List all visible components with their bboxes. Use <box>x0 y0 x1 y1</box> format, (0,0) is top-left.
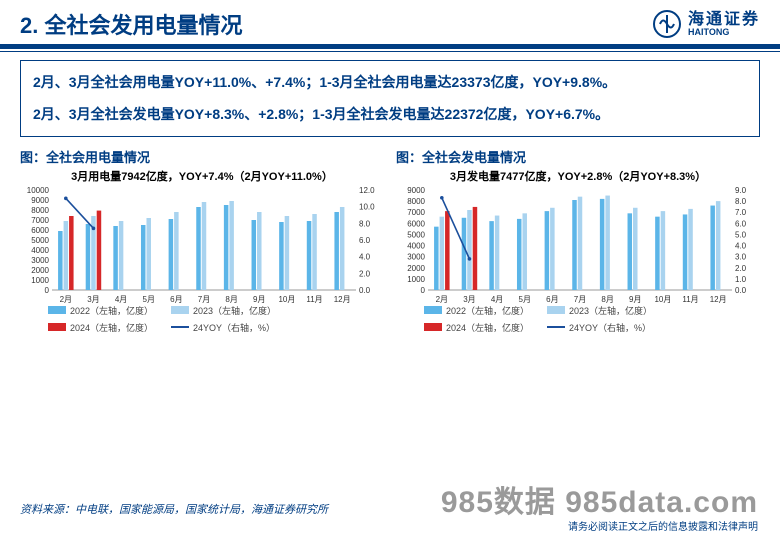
svg-text:7月: 7月 <box>574 295 586 304</box>
summary-box: 2月、3月全社会用电量YOY+11.0%、+7.4%；1-3月全社会用电量达23… <box>20 60 760 137</box>
svg-text:6000: 6000 <box>31 226 49 235</box>
svg-text:10月: 10月 <box>278 295 295 304</box>
svg-text:5月: 5月 <box>519 295 531 304</box>
svg-text:2000: 2000 <box>407 264 425 273</box>
svg-text:8.0: 8.0 <box>735 197 747 206</box>
svg-text:4月: 4月 <box>115 295 127 304</box>
haitong-icon <box>652 9 682 39</box>
svg-text:0: 0 <box>421 286 426 295</box>
svg-text:6月: 6月 <box>170 295 182 304</box>
svg-text:4月: 4月 <box>491 295 503 304</box>
legend-swatch-2024 <box>48 323 66 331</box>
right-chart-svg: 0 1000 2000 3000 4000 5000 6000 7000 8000 9000 0.0… <box>396 186 760 304</box>
svg-text:9.0: 9.0 <box>735 186 747 195</box>
svg-text:7月: 7月 <box>198 295 210 304</box>
disclaimer: 请务必阅读正文之后的信息披露和法律声明 <box>568 518 758 533</box>
brand-cn: 海通证券 <box>688 12 760 28</box>
watermark: 985数据 985data.com <box>441 477 758 521</box>
legend-label-2023-r: 2023（左轴，亿度） <box>569 304 652 317</box>
legend-swatch-2023 <box>171 306 189 314</box>
svg-text:4000: 4000 <box>31 246 49 255</box>
left-chart-subtitle: 3月用电量7942亿度，YOY+7.4%（2月YOY+11.0%） <box>20 168 384 184</box>
svg-text:12月: 12月 <box>710 295 727 304</box>
summary-line-1: 2月、3月全社会用电量YOY+11.0%、+7.4%；1-3月全社会用电量达23… <box>33 71 747 93</box>
svg-text:5000: 5000 <box>407 230 425 239</box>
svg-text:10月: 10月 <box>654 295 671 304</box>
svg-text:4000: 4000 <box>407 241 425 250</box>
svg-text:0: 0 <box>45 286 50 295</box>
right-chart-legend: 2022（左轴，亿度） 2023（左轴，亿度） 2024（左轴，亿度） 24YO… <box>396 304 760 334</box>
svg-text:5月: 5月 <box>143 295 155 304</box>
svg-text:6月: 6月 <box>546 295 558 304</box>
legend-label-2023: 2023（左轴，亿度） <box>193 304 276 317</box>
svg-text:3000: 3000 <box>31 256 49 265</box>
svg-text:3000: 3000 <box>407 252 425 261</box>
svg-text:2000: 2000 <box>31 266 49 275</box>
legend-label-2022-r: 2022（左轴，亿度） <box>446 304 529 317</box>
svg-text:8000: 8000 <box>407 197 425 206</box>
svg-text:9000: 9000 <box>407 186 425 195</box>
svg-text:2.0: 2.0 <box>359 269 371 278</box>
svg-text:4.0: 4.0 <box>359 252 371 261</box>
svg-text:3月: 3月 <box>463 295 475 304</box>
left-chart-svg: 0100020003000400050006000700080009000100… <box>20 186 384 304</box>
svg-text:6.0: 6.0 <box>359 236 371 245</box>
brand-sub: HAITONG <box>688 28 760 37</box>
legend-line-yoy-r <box>547 326 565 328</box>
legend-swatch-2024-r <box>424 323 442 331</box>
svg-text:1.0: 1.0 <box>735 275 747 284</box>
svg-text:0.0: 0.0 <box>735 286 747 295</box>
svg-text:10.0: 10.0 <box>359 202 375 211</box>
legend-swatch-2022-r <box>424 306 442 314</box>
svg-text:5000: 5000 <box>31 236 49 245</box>
svg-text:2月: 2月 <box>436 295 448 304</box>
rule-thick <box>0 44 780 49</box>
svg-text:9000: 9000 <box>31 196 49 205</box>
svg-text:6000: 6000 <box>407 219 425 228</box>
svg-text:5.0: 5.0 <box>735 230 747 239</box>
right-chart-col: 图：全社会发电量情况 3月发电量7477亿度，YOY+2.8%（2月YOY+8.… <box>396 143 760 331</box>
svg-text:2月: 2月 <box>60 295 72 304</box>
page-title: 2. 全社会发用电量情况 <box>20 8 652 40</box>
source-text: 资料来源：中电联，国家能源局，国家统计局，海通证券研究所 <box>20 501 328 517</box>
svg-text:12月: 12月 <box>334 295 351 304</box>
left-chart-legend: 2022（左轴，亿度） 2023（左轴，亿度） 2024（左轴，亿度） 24YO… <box>20 304 384 334</box>
svg-text:8月: 8月 <box>225 295 237 304</box>
svg-text:11月: 11月 <box>306 295 322 304</box>
svg-text:12.0: 12.0 <box>359 186 375 195</box>
legend-label-yoy-r: 24YOY（右轴，%） <box>569 321 651 334</box>
legend-swatch-2022 <box>48 306 66 314</box>
svg-text:3月: 3月 <box>87 295 99 304</box>
brand-logo: 海通证券 HAITONG <box>652 9 760 39</box>
svg-text:11月: 11月 <box>682 295 698 304</box>
rule-thin <box>0 51 780 52</box>
legend-line-yoy <box>171 326 189 328</box>
svg-text:1000: 1000 <box>407 275 425 284</box>
svg-text:8.0: 8.0 <box>359 219 371 228</box>
svg-text:7000: 7000 <box>407 208 425 217</box>
svg-text:10000: 10000 <box>27 186 50 195</box>
svg-text:9月: 9月 <box>629 295 641 304</box>
svg-text:7000: 7000 <box>31 216 49 225</box>
legend-label-yoy: 24YOY（右轴，%） <box>193 321 275 334</box>
left-chart-title: 图：全社会用电量情况 <box>20 147 384 166</box>
svg-text:2.0: 2.0 <box>735 264 747 273</box>
svg-text:9月: 9月 <box>253 295 265 304</box>
svg-text:6.0: 6.0 <box>735 219 747 228</box>
svg-text:8月: 8月 <box>601 295 613 304</box>
legend-label-2024: 2024（左轴，亿度） <box>70 321 153 334</box>
legend-label-2022: 2022（左轴，亿度） <box>70 304 153 317</box>
right-chart-title: 图：全社会发电量情况 <box>396 147 760 166</box>
svg-text:3.0: 3.0 <box>735 252 747 261</box>
svg-text:7.0: 7.0 <box>735 208 747 217</box>
left-chart-col: 图：全社会用电量情况 3月用电量7942亿度，YOY+7.4%（2月YOY+11… <box>20 143 384 331</box>
legend-swatch-2023-r <box>547 306 565 314</box>
svg-text:4.0: 4.0 <box>735 241 747 250</box>
legend-label-2024-r: 2024（左轴，亿度） <box>446 321 529 334</box>
right-chart-subtitle: 3月发电量7477亿度，YOY+2.8%（2月YOY+8.3%） <box>396 168 760 184</box>
svg-text:0.0: 0.0 <box>359 286 371 295</box>
summary-line-2: 2月、3月全社会发电量YOY+8.3%、+2.8%；1-3月全社会发电量达223… <box>33 103 747 125</box>
svg-text:8000: 8000 <box>31 206 49 215</box>
svg-text:1000: 1000 <box>31 276 49 285</box>
